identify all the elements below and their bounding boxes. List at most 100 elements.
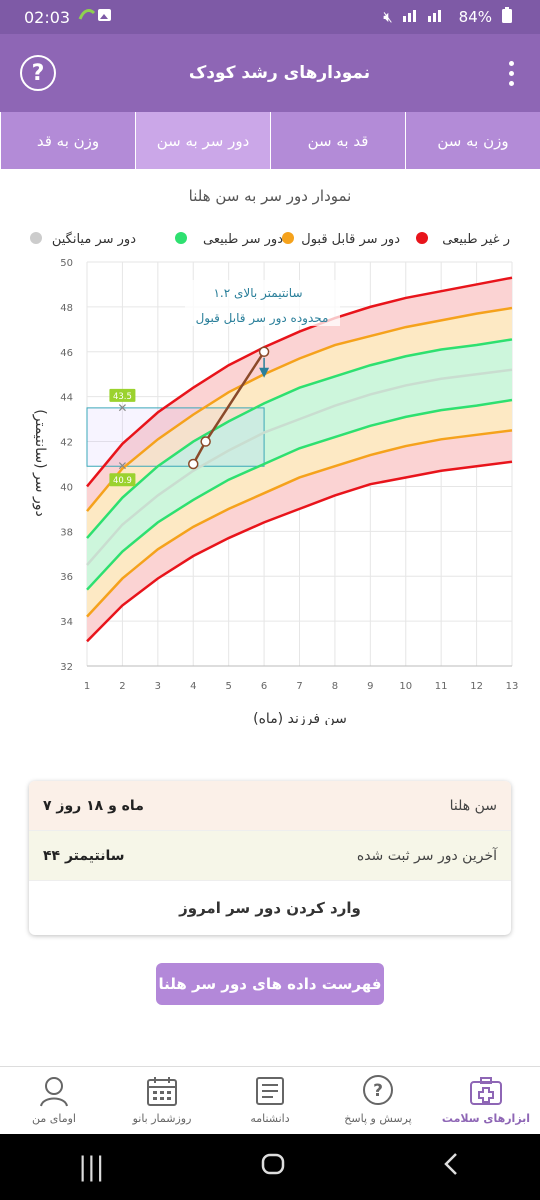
percentile-line-red_top <box>86 276 513 488</box>
clock: 02:03 <box>24 7 71 27</box>
nav-profile[interactable]: اومای من <box>0 1067 108 1134</box>
x-tick-label: 11 <box>435 681 448 692</box>
nav-qa-label: پرسش و پاسخ <box>344 1112 412 1125</box>
age-value: ۷ ماه و ۱۸ روز <box>43 797 144 814</box>
last-measure-row: آخرین دور سر ثبت شده ۴۴ سانتیمتر <box>29 831 511 881</box>
x-axis-title: سن فرزند (ماه) <box>253 711 347 725</box>
range-label-top: 43.5 <box>113 392 132 402</box>
y-tick-label: 36 <box>60 572 73 583</box>
range-label-bottom: 40.9 <box>113 476 132 486</box>
signal-icon <box>402 8 449 26</box>
recent-apps-icon[interactable]: ||| <box>78 1152 105 1182</box>
data-list-button[interactable]: فهرست داده های دور سر هلنا <box>156 963 384 1005</box>
system-nav-bar: ||| <box>0 1134 540 1200</box>
nav-profile-label: اومای من <box>32 1112 76 1125</box>
more-options-icon[interactable] <box>503 55 520 92</box>
x-tick-label: 4 <box>190 681 196 692</box>
child-measure-point <box>258 346 270 358</box>
enter-today-button[interactable]: وارد کردن دور سر امروز <box>179 899 361 917</box>
summary-card: سن هلنا ۷ ماه و ۱۸ روز آخرین دور سر ثبت … <box>29 781 511 935</box>
annotation-line-1: ۱.۲ سانتیمتر بالای <box>213 286 302 301</box>
normal-band <box>87 339 512 590</box>
nav-calendar[interactable]: روزشمار بانو <box>108 1067 216 1134</box>
annotation-arrow-head <box>259 367 270 378</box>
abnormal-band-top <box>87 277 512 512</box>
mute-icon: 🔇︎ <box>383 8 393 26</box>
help-button[interactable]: ? <box>20 55 56 91</box>
notification-icon <box>78 7 112 27</box>
percentile-line-red_bottom <box>86 460 513 643</box>
tab-weight-for-age[interactable]: وزن به سن <box>405 112 540 169</box>
growth-chart: ر غیر طبیعی دور سر قابل قبول دور سر طبیعی د… <box>0 205 540 727</box>
tab-head-for-age[interactable]: دور سر به سن <box>135 112 270 169</box>
tab-height-for-age[interactable]: قد به سن <box>270 112 405 169</box>
tab-weight-for-height[interactable]: وزن به قد <box>0 112 135 169</box>
percentile-line-green_top <box>86 338 513 539</box>
y-tick-label: 40 <box>60 482 73 493</box>
x-tick-label: 13 <box>506 681 519 692</box>
last-measure-label: آخرین دور سر ثبت شده <box>356 847 497 864</box>
tab-bar: وزن به سن قد به سن دور سر به سن وزن به ق… <box>0 112 540 169</box>
y-tick-label: 48 <box>60 303 73 314</box>
child-measure-point <box>188 458 199 470</box>
svg-text:?: ? <box>373 1081 383 1101</box>
percentile-line-mean <box>86 368 513 566</box>
legend-swatch <box>282 232 294 244</box>
legend-swatch <box>30 232 42 244</box>
battery-level: 84% <box>458 8 492 26</box>
y-tick-label: 42 <box>60 438 73 449</box>
annotation-bg <box>185 280 340 326</box>
x-tick-label: 9 <box>367 681 373 692</box>
range-marker-bottom: ✕ <box>117 459 127 473</box>
back-icon[interactable] <box>442 1152 462 1183</box>
abnormal-band-bottom <box>87 430 512 642</box>
nav-health-tools[interactable]: ابزارهای سلامت <box>432 1067 540 1134</box>
age-label: سن هلنا <box>449 797 497 814</box>
last-measure-value: ۴۴ سانتیمتر <box>43 847 125 864</box>
x-tick-label: 6 <box>261 681 267 692</box>
child-measure-point <box>200 436 211 447</box>
acceptable-band-bottom <box>87 400 512 617</box>
range-label-bg-top <box>109 388 136 402</box>
age-row: سن هلنا ۷ ماه و ۱۸ روز <box>29 781 511 831</box>
profile-icon <box>36 1073 72 1109</box>
y-axis-title: دور سر (سانتیمتر) <box>32 409 48 516</box>
nav-qa[interactable]: ? پرسش و پاسخ <box>324 1067 432 1134</box>
legend-swatch <box>175 232 187 244</box>
home-icon[interactable] <box>261 1152 285 1183</box>
status-bar: 02:03 🔇︎ 84% <box>0 0 540 34</box>
question-bubble-icon: ? <box>360 1073 396 1109</box>
x-tick-label: 3 <box>155 681 161 692</box>
battery-icon <box>502 7 512 27</box>
range-marker-top: ✕ <box>117 401 127 415</box>
x-tick-label: 2 <box>119 681 125 692</box>
calendar-icon <box>144 1073 180 1109</box>
legend-label: دور سر میانگین <box>52 231 136 247</box>
x-tick-label: 7 <box>296 681 302 692</box>
y-tick-label: 44 <box>60 393 73 404</box>
nav-health-tools-label: ابزارهای سلامت <box>441 1112 531 1125</box>
percentile-line-orange_bottom <box>86 429 513 618</box>
percentile-line-orange_top <box>86 306 513 512</box>
legend-label: دور سر قابل قبول <box>301 232 400 247</box>
nav-encyclopedia-label: دانشنامه <box>250 1112 290 1125</box>
book-icon <box>252 1073 288 1109</box>
app-bar: ? نمودارهای رشد کودک <box>0 34 540 112</box>
nav-calendar-label: روزشمار بانو <box>132 1112 192 1125</box>
x-tick-label: 8 <box>332 681 338 692</box>
first-aid-kit-icon <box>468 1073 504 1109</box>
range-label-bg-bottom <box>109 473 136 487</box>
acceptable-band-top <box>87 308 512 539</box>
y-tick-label: 32 <box>60 662 73 673</box>
x-tick-label: 1 <box>84 681 90 692</box>
y-tick-label: 34 <box>60 617 73 628</box>
nav-encyclopedia[interactable]: دانشنامه <box>216 1067 324 1134</box>
legend-label: دور سر طبیعی <box>203 232 283 247</box>
page-title: نمودارهای رشد کودک <box>188 63 371 83</box>
growth-chart-svg: ر غیر طبیعی دور سر قابل قبول دور سر طبیعی د… <box>30 231 519 727</box>
percentile-line-green_bottom <box>86 398 513 591</box>
legend-label: ر غیر طبیعی <box>442 232 510 247</box>
y-tick-label: 38 <box>60 527 73 538</box>
x-tick-label: 12 <box>470 681 483 692</box>
y-tick-label: 46 <box>60 348 73 359</box>
